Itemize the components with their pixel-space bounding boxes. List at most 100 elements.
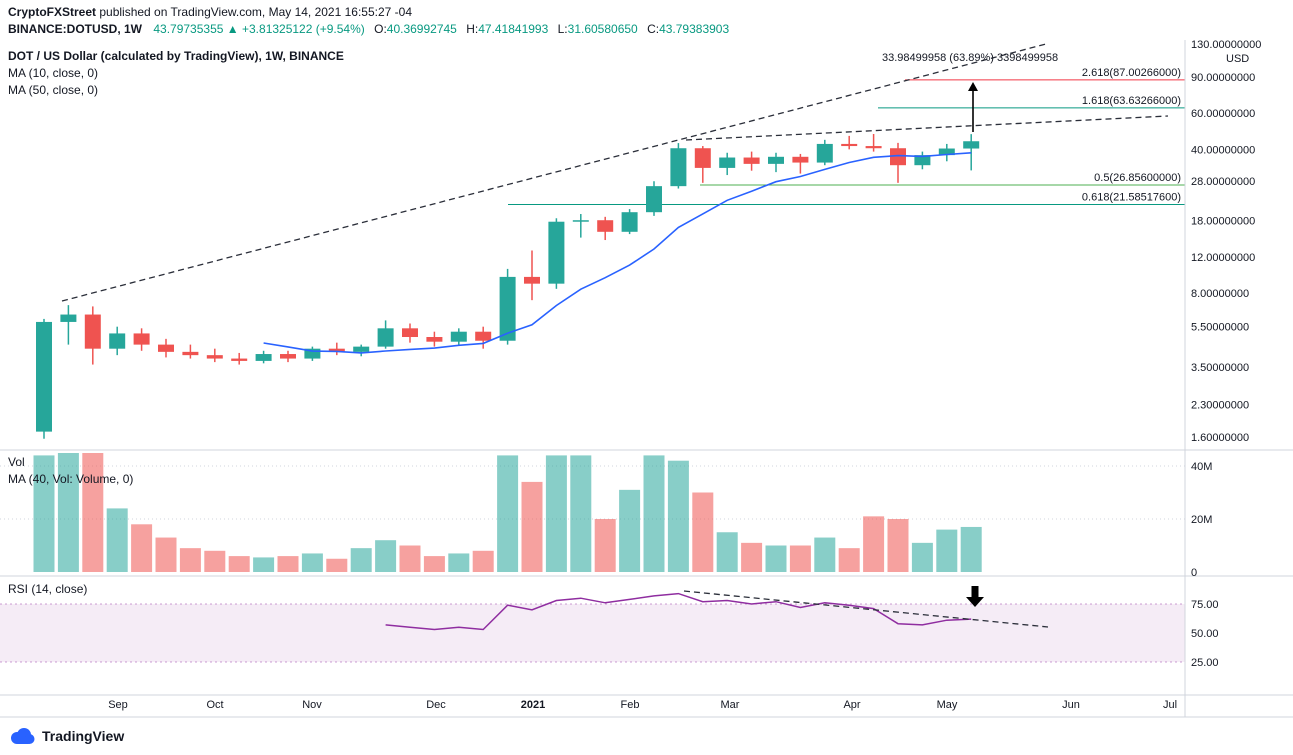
trendline[interactable] bbox=[685, 115, 1169, 141]
candle[interactable] bbox=[963, 141, 980, 149]
candle[interactable] bbox=[816, 143, 833, 163]
measure-annotation[interactable]: 33.98499958 (63.89%) 3398499958 bbox=[882, 52, 1058, 64]
volume-bar[interactable] bbox=[716, 532, 738, 572]
volume-bar[interactable] bbox=[545, 455, 567, 572]
volume-bar[interactable] bbox=[741, 542, 763, 572]
volume-bar[interactable] bbox=[497, 455, 519, 572]
candle[interactable] bbox=[328, 348, 345, 352]
volume-bar[interactable] bbox=[814, 537, 836, 572]
candle[interactable] bbox=[426, 337, 443, 342]
candle[interactable] bbox=[670, 148, 687, 187]
time-tick[interactable]: Nov bbox=[302, 699, 322, 711]
candle[interactable] bbox=[597, 220, 614, 232]
time-tick[interactable]: Mar bbox=[721, 699, 740, 711]
volume-bar[interactable] bbox=[204, 550, 226, 572]
volume-bar[interactable] bbox=[521, 481, 543, 572]
time-tick[interactable]: Jul bbox=[1163, 699, 1177, 711]
volume-ma-legend[interactable]: MA (40, Vol: Volume, 0) bbox=[8, 472, 134, 486]
volume-bar[interactable] bbox=[765, 545, 787, 573]
down-arrow-shaft[interactable] bbox=[971, 586, 979, 597]
candle[interactable] bbox=[402, 328, 418, 338]
time-tick[interactable]: Apr bbox=[843, 699, 860, 711]
volume-bar[interactable] bbox=[911, 542, 933, 572]
time-tick[interactable]: Sep bbox=[108, 699, 128, 711]
volume-bar[interactable] bbox=[619, 489, 641, 572]
volume-bar[interactable] bbox=[692, 492, 714, 573]
volume-bar[interactable] bbox=[838, 548, 860, 572]
candle[interactable] bbox=[206, 355, 223, 359]
volume-bar[interactable] bbox=[33, 455, 55, 572]
candle[interactable] bbox=[280, 354, 296, 359]
candle[interactable] bbox=[304, 348, 321, 359]
volume-bar[interactable] bbox=[643, 455, 665, 572]
candle[interactable] bbox=[353, 346, 370, 352]
volume-bar[interactable] bbox=[594, 519, 616, 572]
candle[interactable] bbox=[719, 157, 736, 168]
candle[interactable] bbox=[475, 331, 492, 341]
volume-bar[interactable] bbox=[155, 537, 177, 572]
candle[interactable] bbox=[572, 220, 589, 222]
volume-bar[interactable] bbox=[326, 558, 348, 572]
volume-bar[interactable] bbox=[423, 556, 445, 572]
candle[interactable] bbox=[938, 148, 955, 156]
rsi-trendline[interactable] bbox=[683, 590, 1049, 628]
candle[interactable] bbox=[36, 321, 52, 432]
volume-bar[interactable] bbox=[570, 455, 592, 572]
symbol-label[interactable]: BINANCE:DOTUSD, 1W bbox=[8, 22, 142, 36]
candle[interactable] bbox=[548, 221, 565, 284]
rsi-line[interactable] bbox=[385, 592, 972, 631]
candle[interactable] bbox=[109, 333, 126, 349]
candle[interactable] bbox=[865, 146, 882, 149]
volume-bar[interactable] bbox=[82, 453, 104, 572]
volume-bar[interactable] bbox=[131, 524, 153, 572]
volume-bar[interactable] bbox=[667, 460, 689, 572]
volume-bar[interactable] bbox=[399, 545, 421, 573]
candle[interactable] bbox=[182, 351, 199, 356]
candle[interactable] bbox=[694, 148, 711, 168]
candle[interactable] bbox=[890, 148, 906, 166]
tradingview-footer[interactable]: TradingView bbox=[8, 726, 124, 746]
candle[interactable] bbox=[255, 354, 272, 361]
volume-bar[interactable] bbox=[887, 519, 909, 572]
volume-bar[interactable] bbox=[253, 557, 275, 572]
candle[interactable] bbox=[768, 156, 784, 164]
volume-bar[interactable] bbox=[179, 548, 201, 572]
candle[interactable] bbox=[231, 358, 248, 361]
candle[interactable] bbox=[158, 344, 174, 352]
candle[interactable] bbox=[524, 276, 540, 284]
volume-bar[interactable] bbox=[448, 553, 470, 572]
candle[interactable] bbox=[621, 212, 638, 232]
time-tick[interactable]: Feb bbox=[621, 699, 640, 711]
candle[interactable] bbox=[450, 331, 467, 342]
candle[interactable] bbox=[377, 328, 394, 347]
volume-bar[interactable] bbox=[301, 553, 323, 572]
volume-bar[interactable] bbox=[57, 453, 79, 572]
rsi-legend-label[interactable]: RSI (14, close) bbox=[8, 582, 88, 596]
volume-legend-label[interactable]: Vol bbox=[8, 455, 25, 469]
candle[interactable] bbox=[646, 186, 662, 213]
time-tick[interactable]: Oct bbox=[206, 699, 223, 711]
time-tick[interactable]: Jun bbox=[1062, 699, 1080, 711]
candle[interactable] bbox=[84, 314, 101, 349]
volume-bar[interactable] bbox=[228, 556, 250, 572]
time-tick[interactable]: May bbox=[937, 699, 958, 711]
chart-title[interactable]: DOT / US Dollar (calculated by TradingVi… bbox=[8, 49, 344, 63]
volume-bar[interactable] bbox=[375, 540, 397, 572]
candle[interactable] bbox=[499, 276, 516, 341]
time-tick[interactable]: 2021 bbox=[521, 699, 545, 711]
candle[interactable] bbox=[841, 143, 858, 147]
candle[interactable] bbox=[792, 156, 809, 163]
volume-bar[interactable] bbox=[936, 529, 958, 572]
volume-bar[interactable] bbox=[863, 516, 885, 572]
volume-bar[interactable] bbox=[277, 556, 299, 572]
volume-bar[interactable] bbox=[472, 550, 494, 572]
candle[interactable] bbox=[133, 333, 150, 345]
volume-bar[interactable] bbox=[106, 508, 128, 572]
ma10-legend[interactable]: MA (10, close, 0) bbox=[8, 66, 99, 80]
volume-bar[interactable] bbox=[350, 548, 372, 572]
ma10-line[interactable] bbox=[263, 152, 972, 354]
volume-bar[interactable] bbox=[789, 545, 811, 573]
volume-bar[interactable] bbox=[960, 526, 982, 572]
candle[interactable] bbox=[914, 155, 931, 166]
